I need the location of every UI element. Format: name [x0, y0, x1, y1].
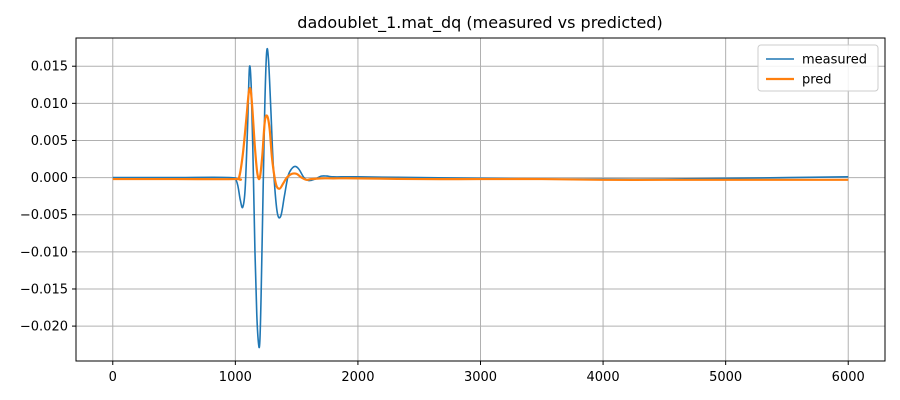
y-tick-label: −0.015: [20, 282, 68, 297]
y-tick-label: −0.020: [20, 320, 68, 335]
x-tick-label: 6000: [832, 370, 865, 385]
y-tick-label: 0.015: [31, 60, 68, 75]
x-tick-label: 3000: [464, 370, 497, 385]
x-tick-label: 4000: [587, 370, 620, 385]
series-layer: [112, 47, 849, 349]
y-tick-label: −0.010: [20, 245, 68, 260]
y-tick-label: −0.005: [20, 208, 68, 223]
legend-label-measured: measured: [802, 53, 867, 68]
x-tick-label: 0: [109, 370, 117, 385]
y-tick-label: 0.000: [31, 171, 68, 186]
y-tick-label: 0.005: [31, 134, 68, 149]
legend: measured pred: [757, 44, 879, 92]
chart-title: dadoublet_1.mat_dq (measured vs predicte…: [297, 13, 662, 33]
x-tick-label: 1000: [219, 370, 252, 385]
y-tick-label: 0.010: [31, 97, 68, 112]
legend-label-pred: pred: [802, 73, 832, 88]
x-axis: 0 1000 2000 3000 4000 5000 6000: [109, 361, 865, 385]
y-axis: 0.015 0.010 0.005 0.000 −0.005 −0.010 −0.015 −0…: [20, 60, 76, 335]
x-tick-label: 5000: [709, 370, 742, 385]
x-tick-label: 2000: [341, 370, 374, 385]
series-line-pred: [112, 86, 849, 190]
